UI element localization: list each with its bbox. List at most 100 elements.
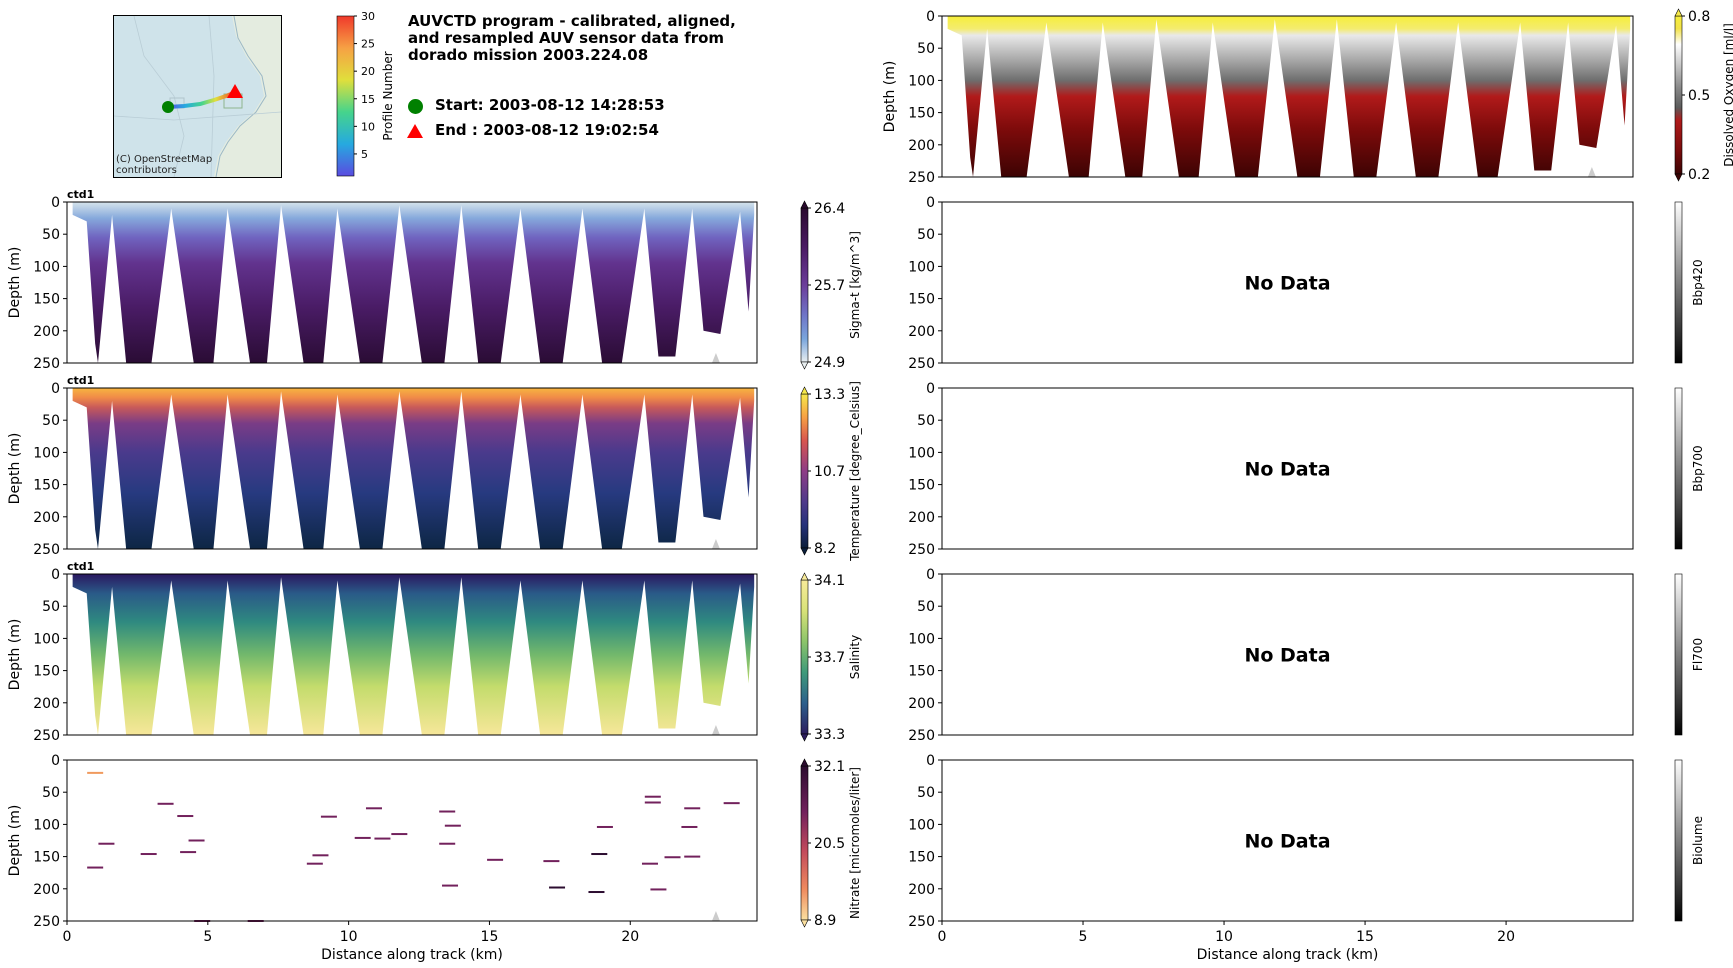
y-tick-label: 150	[33, 478, 60, 494]
nitrate-sample	[391, 833, 408, 836]
title-line: AUVCTD program - calibrated, aligned,	[408, 12, 736, 30]
figure-title: AUVCTD program - calibrated, aligned, an…	[408, 13, 788, 64]
nitrate-sample	[650, 888, 667, 891]
colorbar-nitrate: 32.1 20.5 8.9 Nitrate [micromoles/liter]	[800, 758, 862, 929]
nitrate-sample	[374, 837, 391, 840]
y-tick-label: 200	[908, 882, 935, 898]
nitrate-sample	[157, 802, 174, 805]
panel-title: ctd1	[67, 560, 94, 573]
nitrate-sample	[596, 825, 613, 828]
end-marker	[227, 84, 243, 98]
colorbar-gradient	[800, 579, 809, 735]
colorbar-label: Sigma-t [kg/m^3]	[848, 231, 862, 339]
y-axis-label: Depth (m)	[7, 433, 23, 505]
y-tick-label: 50	[917, 413, 935, 429]
colorbar-tick-label: 13.3	[814, 387, 845, 403]
y-tick-label: 150	[908, 292, 935, 308]
mission-map: (C) OpenStreetMap contributors	[113, 15, 282, 178]
y-tick-label: 150	[33, 850, 60, 866]
colorbar-gradient	[800, 765, 809, 921]
axes-frame	[941, 201, 1634, 364]
bathymetry-mark	[711, 725, 720, 735]
axes-frame	[941, 759, 1634, 922]
colorbar-sigma: 26.4 25.7 24.9 Sigma-t [kg/m^3]	[800, 200, 862, 371]
colorbar-label: Temperature [degree_Celsius]	[848, 381, 862, 562]
y-tick-label: 250	[908, 356, 935, 372]
bathymetry-mark	[711, 353, 720, 363]
nitrate-sample	[188, 839, 205, 842]
y-tick-label: 250	[33, 728, 60, 744]
y-tick-label: 150	[33, 664, 60, 680]
x-tick-label: 15	[1356, 929, 1374, 945]
colorbar-extend-top	[800, 386, 809, 395]
colorbar-tick-label: 32.1	[814, 759, 845, 775]
axes-frame	[66, 759, 758, 922]
nitrate-sample	[664, 856, 681, 859]
colorbar-bbp420: Bbp420	[1674, 201, 1705, 364]
colorbar-gradient	[1674, 201, 1683, 364]
y-tick-label: 200	[908, 324, 935, 340]
y-tick-label: 150	[908, 106, 935, 122]
y-tick-label: 150	[908, 478, 935, 494]
colorbar-tick-label: 26.4	[814, 201, 845, 217]
y-axis-label: Depth (m)	[7, 247, 23, 319]
nitrate-sample	[644, 795, 661, 798]
y-tick-label: 0	[51, 753, 60, 769]
nitrate-sample	[177, 815, 194, 818]
nitrate-sample	[444, 824, 461, 827]
y-tick-label: 200	[33, 324, 60, 340]
nitrate-sample	[442, 884, 459, 887]
y-tick-label: 250	[908, 728, 935, 744]
colorbar-extend-top	[800, 758, 809, 767]
nitrate-sample	[180, 851, 197, 854]
y-tick-label: 50	[917, 227, 935, 243]
nitrate-sample	[684, 855, 701, 858]
colorbar-label: Salinity	[848, 635, 862, 679]
colorbar-gradient	[800, 393, 809, 549]
colorbar-tick-label: 10.7	[814, 464, 845, 480]
nitrate-sample	[591, 853, 608, 856]
x-axis-label: Distance along track (km)	[321, 947, 503, 963]
title-line: dorado mission 2003.224.08	[408, 46, 649, 64]
colorbar-extend-top	[800, 572, 809, 581]
y-tick-label: 100	[33, 817, 60, 833]
nitrate-sample	[98, 842, 115, 845]
section-sigma	[72, 202, 755, 363]
nitrate-sample	[439, 810, 456, 813]
y-axis-label: Depth (m)	[7, 805, 23, 877]
x-tick-label: 0	[63, 929, 72, 945]
colorbar-tick-label: 34.1	[814, 573, 845, 589]
y-tick-label: 250	[908, 170, 935, 186]
end-legend-label: End : 2003-08-12 19:02:54	[435, 121, 659, 139]
y-tick-label: 50	[42, 785, 60, 801]
axes-frame	[66, 387, 758, 550]
colorbar-extend-bottom	[1674, 173, 1683, 182]
y-tick-label: 250	[908, 542, 935, 558]
y-tick-label: 0	[926, 381, 935, 397]
colorbar-tick-label: 0.2	[1688, 167, 1710, 183]
axes-frame	[66, 573, 758, 736]
nitrate-sample	[723, 802, 740, 805]
no-data-label: No Data	[1244, 645, 1330, 667]
map-credit-line: contributors	[116, 165, 177, 176]
no-data-label: No Data	[1244, 459, 1330, 481]
y-tick-label: 0	[51, 195, 60, 211]
colorbar-gradient	[1674, 387, 1683, 550]
y-tick-label: 250	[33, 914, 60, 930]
colorbar-tick-label: 8.9	[814, 913, 836, 929]
no-data-label: No Data	[1244, 831, 1330, 853]
nitrate-sample	[644, 801, 661, 804]
y-tick-label: 100	[908, 817, 935, 833]
colorbar-extend-bottom	[800, 547, 809, 556]
start-legend-label: Start: 2003-08-12 14:28:53	[435, 96, 665, 114]
nitrate-sample	[306, 862, 323, 865]
y-tick-label: 0	[51, 567, 60, 583]
x-tick-label: 0	[938, 929, 947, 945]
colorbar-tick-label: 0.5	[1688, 88, 1710, 104]
colorbar-extend-bottom	[800, 361, 809, 370]
nitrate-sample	[320, 815, 337, 818]
nitrate-sample	[312, 854, 329, 857]
start-legend-icon	[408, 99, 423, 114]
section-oxygen	[947, 16, 1631, 177]
y-tick-label: 50	[917, 599, 935, 615]
